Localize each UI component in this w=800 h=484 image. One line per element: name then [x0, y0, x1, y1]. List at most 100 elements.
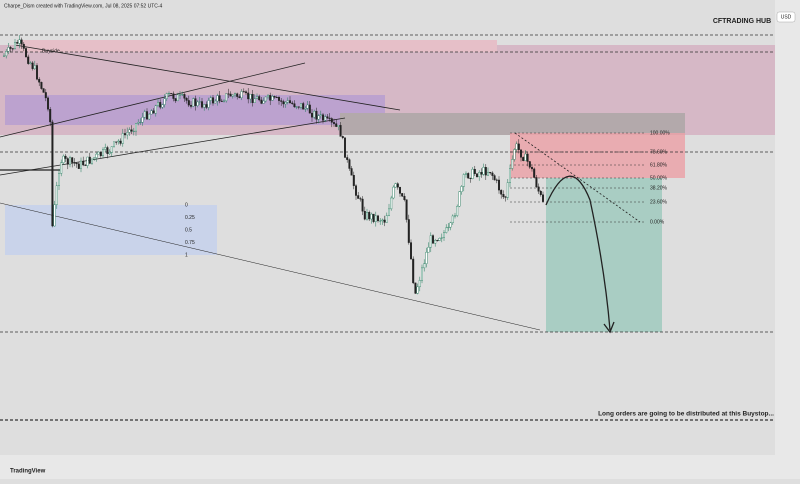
- candle: [141, 117, 144, 123]
- candle: [211, 97, 214, 104]
- candle: [396, 183, 399, 188]
- candle: [247, 92, 250, 100]
- candle: [185, 98, 188, 101]
- candle: [233, 93, 236, 96]
- candle: [286, 100, 289, 103]
- candle: [18, 39, 21, 44]
- candle: [198, 101, 201, 103]
- candle: [194, 98, 197, 106]
- candle: [7, 47, 10, 52]
- candle: [313, 110, 316, 118]
- candle: [3, 55, 6, 57]
- candle: [214, 100, 217, 104]
- candle: [163, 98, 166, 105]
- candle: [467, 173, 470, 179]
- candle: [535, 177, 538, 188]
- candle: [44, 92, 47, 99]
- candle: [531, 167, 534, 170]
- candle: [438, 237, 441, 241]
- candle: [295, 106, 298, 108]
- candle: [482, 167, 485, 175]
- candle: [451, 215, 454, 224]
- candle: [238, 96, 241, 98]
- candle: [478, 172, 481, 178]
- candle: [229, 93, 232, 97]
- candle: [82, 160, 85, 166]
- candle: [231, 94, 234, 97]
- trendlines: [0, 44, 641, 334]
- candle: [454, 215, 457, 217]
- fib-label: 38.20%: [650, 185, 668, 191]
- candle: [64, 155, 67, 159]
- candle: [73, 162, 76, 164]
- candle: [258, 96, 261, 101]
- candle: [275, 97, 278, 99]
- candle: [192, 98, 195, 107]
- candle: [271, 96, 274, 101]
- trendline: [0, 117, 346, 176]
- candle: [209, 97, 212, 101]
- candle: [108, 152, 111, 154]
- candle: [522, 157, 525, 161]
- brand: CFTRADING HUB: [713, 18, 771, 25]
- candle: [227, 93, 230, 95]
- candle: [410, 242, 413, 260]
- candle: [68, 157, 71, 165]
- candle: [106, 147, 109, 154]
- candle: [119, 140, 122, 144]
- candle: [368, 212, 371, 220]
- candle: [370, 213, 373, 220]
- dashed-levels: [0, 34, 775, 421]
- candle: [60, 162, 63, 174]
- candle: [260, 99, 263, 104]
- candle: [381, 219, 384, 222]
- candle: [533, 168, 536, 178]
- candle: [200, 101, 203, 108]
- candle: [348, 159, 351, 169]
- candle: [187, 100, 190, 106]
- candle: [333, 122, 336, 124]
- currency[interactable]: USD: [781, 14, 792, 20]
- candle: [517, 143, 520, 150]
- candle: [500, 189, 503, 195]
- candle: [156, 102, 159, 106]
- candle: [90, 158, 93, 164]
- candle: [304, 108, 307, 110]
- candle: [317, 115, 320, 120]
- candle: [97, 151, 100, 155]
- candle: [251, 94, 254, 103]
- candle: [363, 210, 366, 220]
- candle: [311, 112, 314, 118]
- candle: [84, 164, 87, 166]
- candle: [31, 62, 34, 69]
- candle: [502, 194, 505, 198]
- candle: [145, 111, 148, 120]
- candle: [225, 93, 228, 102]
- candle: [33, 65, 36, 69]
- candle: [240, 91, 243, 98]
- target-zone: [546, 178, 662, 332]
- price-axis: [775, 0, 800, 479]
- candle: [471, 168, 474, 179]
- candle: [460, 186, 463, 192]
- candle: [308, 104, 311, 114]
- time-axis: [0, 455, 775, 479]
- candle: [121, 133, 124, 144]
- candle: [350, 168, 353, 176]
- candle: [117, 140, 120, 143]
- candle: [66, 158, 69, 165]
- candle: [412, 258, 415, 284]
- candle: [388, 208, 391, 216]
- candle: [421, 267, 424, 281]
- candle: [520, 149, 523, 158]
- candle: [269, 95, 272, 101]
- fib-label: 78.60%: [650, 149, 668, 155]
- candle: [498, 179, 501, 191]
- candle: [423, 263, 426, 269]
- candle: [379, 220, 382, 222]
- candle: [16, 42, 19, 44]
- fib-label: 0.75: [185, 240, 195, 246]
- currency-button[interactable]: [776, 11, 796, 23]
- projection-arrow: [545, 175, 611, 331]
- candle: [253, 98, 256, 103]
